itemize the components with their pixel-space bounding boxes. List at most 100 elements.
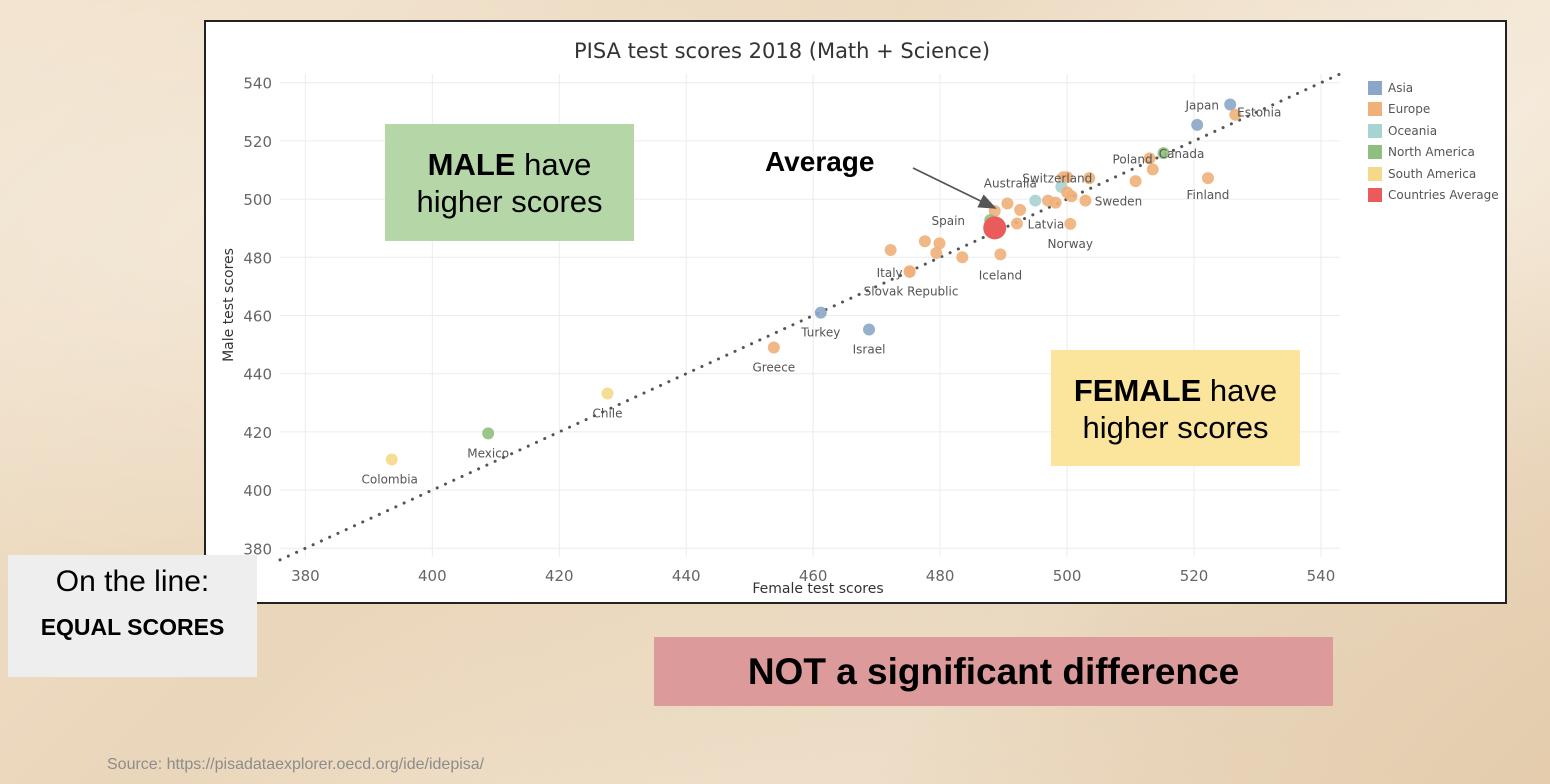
data-point: [482, 427, 495, 440]
legend-item: North America: [1368, 142, 1499, 164]
x-tick-label: 460: [799, 567, 828, 585]
data-point: [385, 453, 398, 466]
equality-line: [278, 72, 1342, 562]
female-rest-text: have: [1201, 373, 1278, 408]
x-tick-label: 540: [1307, 567, 1336, 585]
legend-label: South America: [1388, 166, 1477, 181]
equal-line2-text: EQUAL SCORES: [40, 614, 225, 640]
data-point: [903, 265, 916, 278]
x-tick-label: 440: [672, 567, 701, 585]
legend-swatch: [1368, 145, 1382, 160]
data-point: [1224, 98, 1237, 111]
x-axis-label: Female test scores: [752, 581, 883, 597]
y-tick-label: 460: [243, 308, 272, 326]
chart-title: PISA test scores 2018 (Math + Science): [574, 39, 990, 63]
point-label: Slovak Republic: [864, 284, 959, 298]
source-citation: Source: https://pisadataexplorer.oecd.or…: [107, 756, 485, 773]
y-tick-label: 500: [243, 191, 272, 209]
female-strong-text: FEMALE: [1073, 373, 1202, 408]
y-tick-label: 540: [243, 75, 272, 93]
data-point: [601, 387, 614, 400]
point-label: Sweden: [1095, 195, 1142, 209]
point-label: Spain: [931, 214, 965, 228]
male-strong-text: MALE: [427, 147, 516, 182]
data-point: [1061, 171, 1074, 184]
point-label: Canada: [1159, 147, 1205, 161]
data-point: [1157, 147, 1170, 160]
point-label: Italy: [877, 266, 903, 280]
data-point: [767, 341, 780, 354]
data-point: [1201, 172, 1214, 185]
legend-item: South America: [1368, 163, 1499, 185]
male-rest-text: have: [515, 147, 592, 182]
legend-label: Asia: [1388, 80, 1414, 95]
point-label: Greece: [752, 361, 795, 375]
point-label: Israel: [853, 342, 886, 356]
legend-swatch: [1368, 123, 1382, 138]
point-label: Latvia: [1028, 218, 1065, 232]
data-point: [918, 235, 931, 248]
data-point: [1083, 172, 1096, 185]
chart-legend: Asia Europe Oceania North America South Amer…: [1368, 77, 1499, 206]
legend-swatch: [1368, 102, 1382, 117]
data-point: [1191, 118, 1204, 131]
equal-scores-callout: On the line: EQUAL SCORES: [8, 555, 257, 677]
y-tick-label: 520: [243, 133, 272, 151]
chart-panel: PISA test scores 2018 (Math + Science) 3…: [204, 20, 1507, 604]
x-tick-label: 420: [545, 567, 574, 585]
legend-label: Countries Average: [1388, 188, 1499, 203]
y-axis-label: Male test scores: [221, 248, 237, 362]
y-tick-label: 420: [243, 424, 272, 442]
legend-swatch: [1368, 166, 1382, 181]
data-point: [1079, 194, 1092, 207]
x-tick-label: 520: [1180, 567, 1209, 585]
data-point: [930, 246, 943, 259]
point-label: Turkey: [800, 326, 840, 340]
point-label: Colombia: [362, 473, 418, 487]
male-line2-text: higher scores: [416, 184, 603, 219]
point-label: Poland: [1113, 152, 1153, 166]
legend-swatch: [1368, 188, 1382, 203]
data-point: [1143, 152, 1156, 165]
point-label: Chile: [592, 406, 622, 420]
data-point: [1029, 194, 1042, 207]
data-point: [1146, 163, 1159, 176]
y-tick-label: 400: [243, 482, 272, 500]
legend-item: Oceania: [1368, 120, 1499, 142]
data-point: [1010, 217, 1023, 230]
point-label: Estonia: [1237, 106, 1281, 120]
female-higher-callout: FEMALE have higher scores: [1051, 350, 1300, 466]
data-point: [1129, 175, 1142, 188]
data-point: [1049, 196, 1062, 209]
point-label: Australia: [984, 177, 1037, 191]
average-point: [983, 216, 1007, 240]
data-point: [884, 244, 897, 257]
y-tick-label: 380: [243, 540, 272, 558]
legend-swatch: [1368, 80, 1382, 95]
data-point: [1064, 217, 1077, 230]
point-label: Switzerland: [1022, 171, 1092, 185]
equal-line1-text: On the line:: [55, 565, 210, 598]
point-label: Iceland: [979, 268, 1022, 282]
y-tick-label: 440: [243, 366, 272, 384]
data-point: [1065, 190, 1078, 203]
point-labels: Japan Estonia Canada Poland Finland Switzerla…: [362, 99, 1282, 487]
x-tick-label: 500: [1053, 567, 1082, 585]
legend-item: Asia: [1368, 77, 1499, 99]
x-tick-label: 380: [291, 567, 320, 585]
equality-line-layer: [278, 72, 1342, 562]
data-point: [933, 237, 946, 250]
data-point: [994, 248, 1007, 261]
data-point: [863, 323, 876, 336]
average-annotation: Average: [765, 146, 875, 177]
legend-label: Oceania: [1388, 123, 1438, 138]
point-label: Japan: [1184, 99, 1218, 113]
male-higher-callout: MALE have higher scores: [385, 124, 634, 241]
point-label: Mexico: [467, 446, 509, 460]
data-point: [1229, 108, 1242, 121]
data-point: [1014, 203, 1027, 216]
female-line2-text: higher scores: [1082, 410, 1269, 445]
points-layer: [385, 98, 1242, 466]
significance-banner: NOT a significant difference: [654, 637, 1333, 706]
y-tick-label: 480: [243, 249, 272, 267]
